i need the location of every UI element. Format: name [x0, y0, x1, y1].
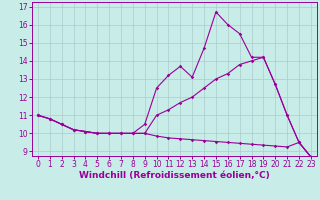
- X-axis label: Windchill (Refroidissement éolien,°C): Windchill (Refroidissement éolien,°C): [79, 171, 270, 180]
